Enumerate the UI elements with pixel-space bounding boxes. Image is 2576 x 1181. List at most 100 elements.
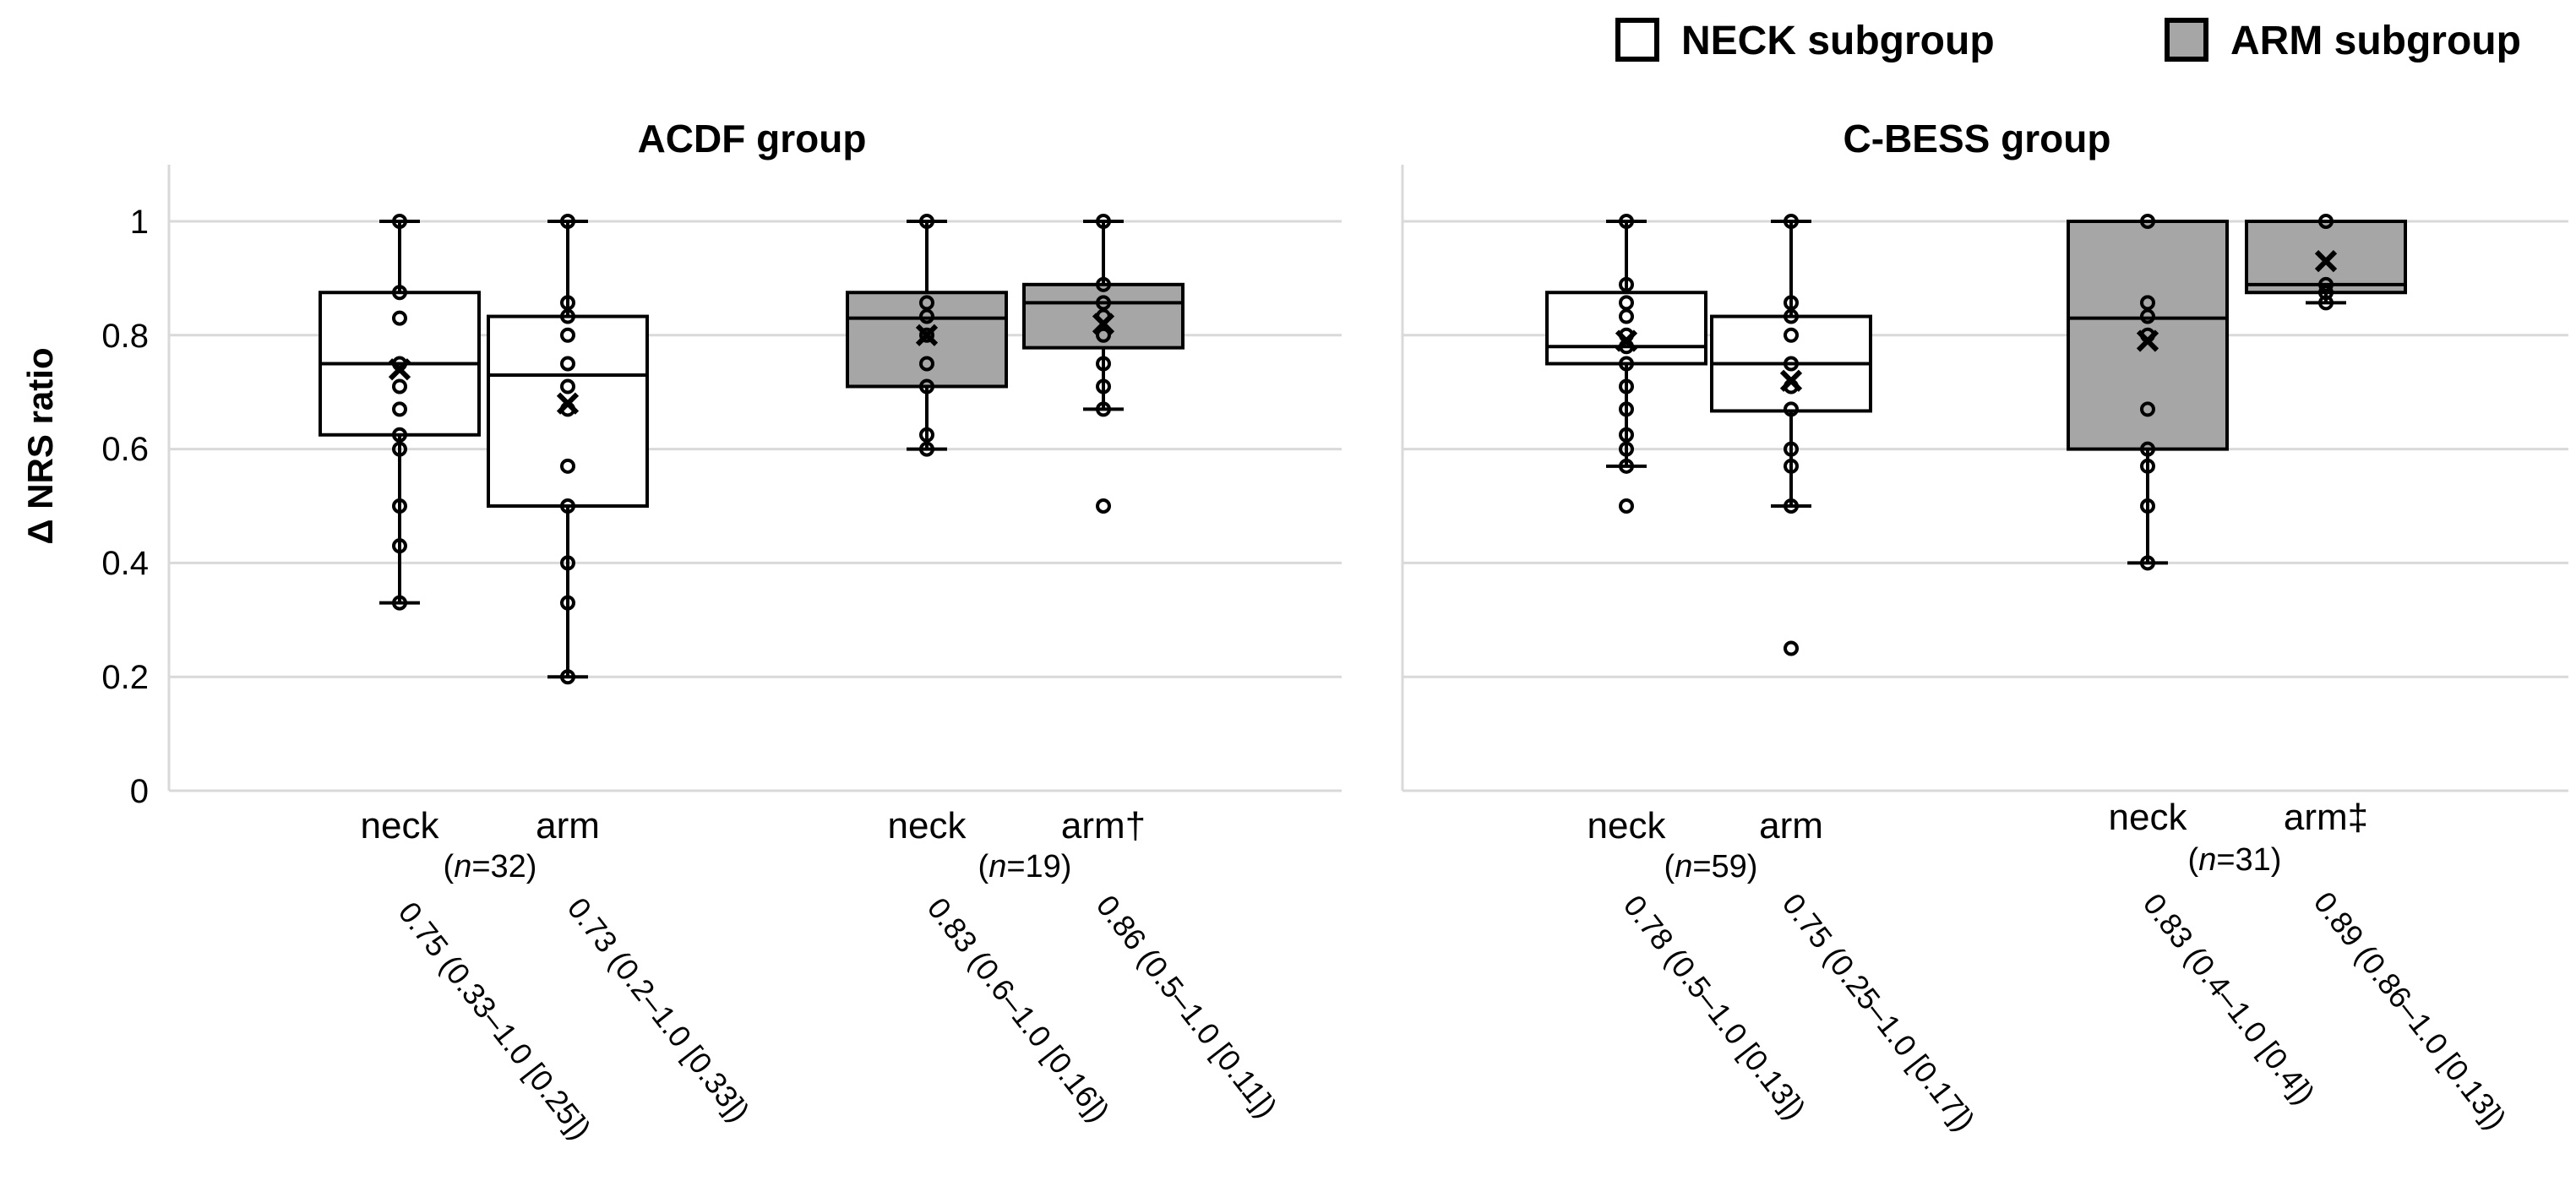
data-point [560, 458, 575, 474]
box-c-bess-1-1 [2245, 214, 2407, 311]
data-point [2140, 441, 2155, 457]
summary-cbess-neck: 0.78 (0.5–1.0 [0.13]) [1617, 889, 1813, 1126]
data-point [1096, 378, 1111, 395]
x-label-cbess-neck: neck [1588, 805, 1667, 846]
summary-acdf-arm-neck: 0.83 (0.6–1.0 [0.16]) [921, 891, 1117, 1129]
data-point [1784, 401, 1799, 417]
data-point [392, 427, 407, 443]
data-point [1784, 498, 1799, 514]
mean-marker [1779, 369, 1803, 392]
data-point [1619, 308, 1634, 324]
data-point [2140, 458, 2155, 474]
data-point [919, 214, 934, 229]
data-point [1096, 401, 1111, 417]
mean-marker [556, 392, 580, 415]
data-point [919, 327, 934, 343]
x-label-acdf-arm: arm [536, 805, 600, 846]
data-point [392, 595, 407, 611]
data-point [1619, 295, 1634, 311]
legend-neck-label: NECK subgroup [1681, 19, 1995, 63]
outlier-point [1784, 640, 1799, 656]
x-label-acdf-neck: neck [361, 805, 440, 846]
data-point [2318, 214, 2334, 229]
data-point [1619, 356, 1634, 372]
y-tick-label: 0.4 [101, 545, 149, 582]
summary-cbess-arm-neck: 0.83 (0.4–1.0 [0.4]) [2137, 887, 2323, 1111]
iqr-box [2245, 220, 2407, 295]
legend: NECK subgroup ARM subgroup [1615, 18, 2521, 63]
iqr-box [2067, 220, 2229, 451]
x-label-acdf-arm-arm: arm† [1061, 805, 1146, 846]
data-point [392, 538, 407, 554]
data-point [1784, 458, 1799, 474]
data-point [560, 378, 575, 395]
data-point [560, 498, 575, 514]
outlier-point [1096, 498, 1111, 514]
summary-cbess-arm-arm: 0.89 (0.86–1.0 [0.13]) [2307, 885, 2513, 1136]
data-point [2140, 555, 2155, 571]
mean-marker [388, 358, 411, 381]
data-point [919, 427, 934, 443]
y-tick-label: 0.8 [101, 318, 149, 355]
box-acdf-0-0 [319, 214, 481, 611]
data-point [1619, 427, 1634, 443]
summary-acdf-neck: 0.75 (0.33–1.0 [0.25]) [392, 895, 598, 1146]
y-tick-label: 0 [130, 773, 149, 810]
mean-marker [2136, 329, 2159, 352]
data-point [919, 441, 934, 457]
box-c-bess-1-0 [2067, 214, 2229, 571]
box-c-bess-0-0 [1545, 214, 1707, 514]
y-tick-labels: 0 0.2 0.4 0.6 0.8 1 [101, 204, 149, 810]
data-point [560, 669, 575, 685]
data-point [392, 214, 407, 229]
mean-marker [1092, 313, 1115, 335]
x-label-cbess-arm: arm [1759, 805, 1823, 846]
data-point [560, 595, 575, 611]
data-point [1784, 295, 1799, 311]
data-point [1619, 401, 1634, 417]
data-point [1784, 327, 1799, 343]
data-point [2140, 498, 2155, 514]
data-point [392, 378, 407, 395]
box-c-bess-0-1 [1710, 214, 1872, 656]
summary-labels: 0.75 (0.33–1.0 [0.25]) 0.73 (0.2–1.0 [0.… [392, 885, 2513, 1146]
n-label-cbess-arm: (n=31) [2188, 842, 2282, 878]
data-point [919, 308, 934, 324]
data-point [1619, 441, 1634, 457]
data-point [1784, 441, 1799, 457]
x-label-cbess-arm-neck: neck [2109, 797, 2188, 838]
data-point [560, 555, 575, 571]
legend-neck-swatch [1615, 18, 1659, 62]
iqr-box [487, 314, 649, 509]
n-label-acdf-neck: (n=32) [444, 849, 537, 884]
summary-acdf-arm: 0.73 (0.2–1.0 [0.33]) [561, 891, 757, 1129]
data-point [1619, 458, 1634, 474]
y-tick-label: 0.2 [101, 659, 149, 696]
data-point [919, 378, 934, 395]
data-point [560, 308, 575, 324]
data-point [2140, 401, 2155, 417]
mean-marker [2314, 250, 2338, 273]
outlier-point [1619, 498, 1634, 514]
x-label-acdf-arm-neck: neck [888, 805, 967, 846]
data-point [560, 327, 575, 343]
data-point [2140, 214, 2155, 229]
legend-arm-swatch [2165, 18, 2208, 62]
n-label-acdf-arm: (n=19) [978, 849, 1072, 884]
data-point [1784, 308, 1799, 324]
box-acdf-0-1 [487, 214, 649, 685]
data-point [1784, 214, 1799, 229]
box-layer [319, 214, 2407, 685]
data-point [392, 285, 407, 301]
data-point [2140, 295, 2155, 311]
data-point [560, 214, 575, 229]
x-label-cbess-arm-arm: arm‡ [2284, 797, 2368, 838]
data-point [560, 295, 575, 311]
y-axis-label: Δ NRS ratio [20, 347, 60, 544]
data-point [392, 310, 407, 326]
panel-title-acdf: ACDF group [638, 117, 867, 161]
data-point [1784, 356, 1799, 372]
data-point [919, 295, 934, 311]
data-point [1619, 276, 1634, 292]
